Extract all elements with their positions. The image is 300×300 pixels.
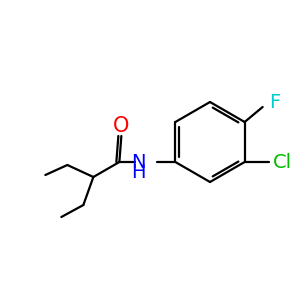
- Text: Cl: Cl: [273, 152, 292, 172]
- Text: F: F: [268, 92, 280, 112]
- Text: O: O: [113, 116, 130, 136]
- Text: H: H: [131, 163, 146, 182]
- Text: N: N: [131, 152, 146, 172]
